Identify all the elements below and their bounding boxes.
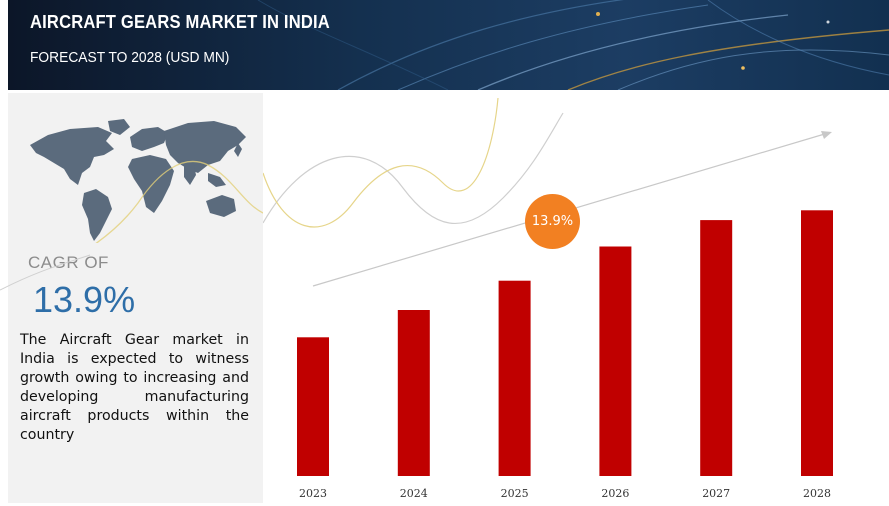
cagr-label: CAGR OF: [28, 253, 109, 272]
bar-2024: [397, 310, 430, 476]
growth-badge: 13.9%: [525, 194, 580, 249]
decorative-curve: [263, 112, 564, 225]
market-description: The Aircraft Gear market in India is exp…: [20, 332, 249, 443]
report-subtitle: FORECAST TO 2028 (USD MN): [30, 49, 230, 66]
bar-2027: [700, 220, 733, 476]
bar-2023: [297, 337, 329, 476]
bar-chart: 2023 2024 2025 2026 2027 2028: [263, 97, 833, 500]
header-banner: AIRCRAFT GEARS MARKET IN INDIA FORECAST …: [8, 0, 889, 90]
x-tick-label: 2024: [400, 487, 428, 500]
decorative-curve: [263, 97, 499, 228]
header-light-streaks: [257, 0, 889, 90]
x-tick-label: 2025: [501, 487, 529, 500]
x-tick-label: 2028: [803, 487, 831, 500]
bar-2028: [801, 210, 833, 477]
summary-panel: CAGR OF 13.9% The Aircraft Gear market i…: [8, 93, 263, 503]
world-map-icon: [30, 119, 263, 243]
bar-2026: [599, 246, 632, 476]
bar-2025: [498, 280, 531, 476]
x-tick-label: 2026: [601, 487, 629, 500]
x-tick-label: 2027: [702, 487, 730, 500]
report-title: AIRCRAFT GEARS MARKET IN INDIA: [30, 12, 330, 32]
chart-panel: 2023 2024 2025 2026 2027 2028: [263, 93, 886, 503]
x-tick-label: 2023: [299, 487, 327, 500]
cagr-value: 13.9%: [33, 279, 136, 320]
